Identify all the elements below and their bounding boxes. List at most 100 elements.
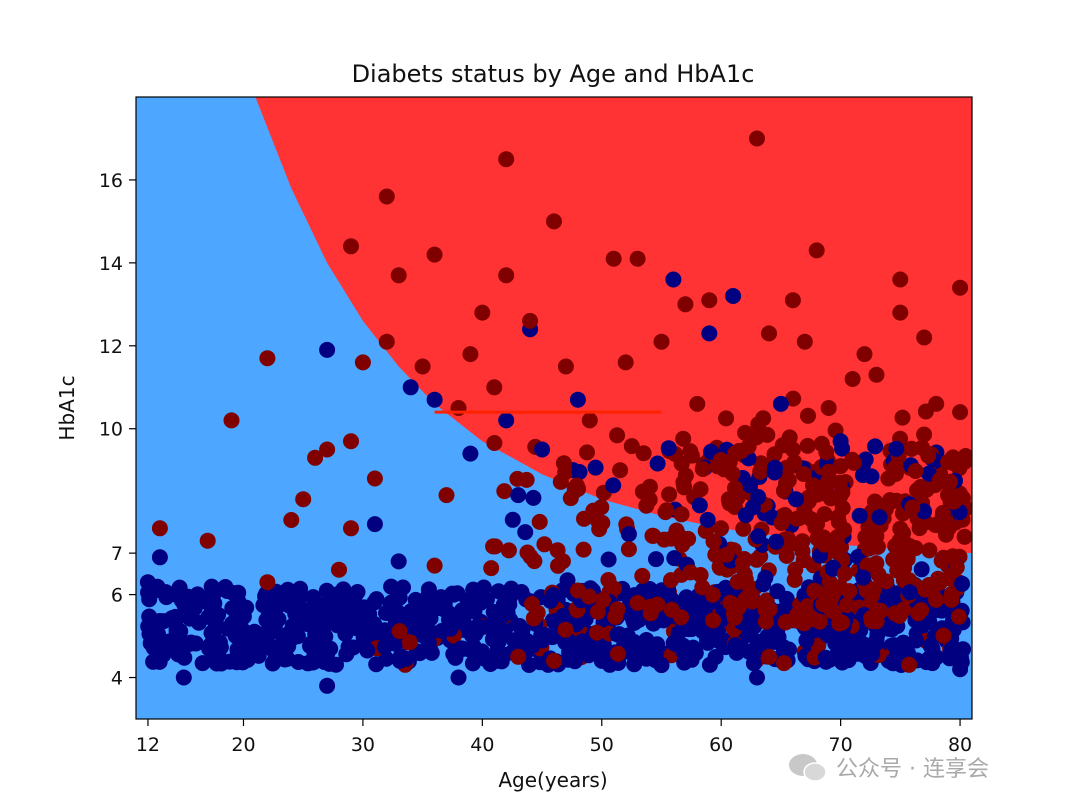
cluster-point xyxy=(855,569,872,586)
cluster-point xyxy=(513,584,530,600)
cluster-point xyxy=(142,635,159,652)
cluster-point xyxy=(713,520,729,537)
watermark-text: 公众号 · 连享会 xyxy=(836,757,989,782)
cluster-point xyxy=(447,648,464,665)
cluster-point xyxy=(575,541,592,558)
cluster-point xyxy=(368,591,385,608)
cluster-point xyxy=(464,655,481,672)
cluster-point xyxy=(194,655,211,672)
cluster-point xyxy=(673,506,690,523)
cluster-point xyxy=(913,602,930,619)
cluster-point xyxy=(870,566,887,583)
cluster-point xyxy=(841,583,858,600)
data-point xyxy=(426,246,443,263)
data-point xyxy=(510,648,527,665)
data-point xyxy=(151,549,168,566)
cluster-point xyxy=(699,632,715,649)
data-point xyxy=(904,499,921,516)
cluster-point xyxy=(440,604,457,621)
cluster-point xyxy=(907,463,924,479)
y-tick-label: 10 xyxy=(99,419,123,441)
cluster-point xyxy=(518,632,535,649)
data-point xyxy=(426,391,443,408)
cluster-point xyxy=(290,589,307,606)
cluster-point xyxy=(315,621,331,638)
cluster-point xyxy=(942,473,959,490)
x-tick-label: 40 xyxy=(470,734,494,756)
cluster-point xyxy=(901,656,918,673)
data-point xyxy=(653,333,670,350)
cluster-point xyxy=(767,459,783,476)
data-point xyxy=(796,333,813,350)
cluster-point xyxy=(886,637,903,654)
cluster-point xyxy=(609,427,626,444)
data-point xyxy=(331,561,347,578)
cluster-point xyxy=(705,612,721,629)
data-point xyxy=(295,491,312,508)
cluster-point xyxy=(726,609,743,626)
cluster-point xyxy=(542,592,559,609)
cluster-point xyxy=(661,486,678,503)
data-point xyxy=(223,412,240,429)
cluster-point xyxy=(798,632,815,649)
cluster-point xyxy=(845,454,862,471)
cluster-point xyxy=(860,518,877,535)
cluster-point xyxy=(623,438,640,455)
data-point xyxy=(175,669,192,686)
cluster-point xyxy=(935,627,952,644)
cluster-point xyxy=(588,624,605,641)
data-point xyxy=(402,379,419,396)
data-point xyxy=(354,354,371,371)
data-point xyxy=(940,453,957,470)
data-point xyxy=(498,412,515,429)
plot-area xyxy=(136,97,972,719)
cluster-point xyxy=(831,474,848,491)
cluster-point xyxy=(769,583,786,600)
data-point xyxy=(701,325,718,342)
cluster-point xyxy=(867,438,884,455)
data-point xyxy=(474,304,491,321)
cluster-point xyxy=(755,410,772,427)
cluster-point xyxy=(795,466,812,482)
cluster-point xyxy=(555,607,572,624)
cluster-point xyxy=(600,551,617,568)
cluster-point xyxy=(690,610,707,627)
cluster-point xyxy=(305,589,322,606)
cluster-point xyxy=(361,625,377,642)
cluster-point xyxy=(637,483,654,500)
cluster-point xyxy=(920,447,937,464)
cluster-point xyxy=(549,542,566,559)
cluster-point xyxy=(645,527,662,544)
cluster-point xyxy=(837,631,854,648)
data-point xyxy=(856,346,873,363)
data-point xyxy=(677,296,694,313)
cluster-point xyxy=(836,565,853,582)
data-point xyxy=(498,151,515,168)
data-point xyxy=(438,487,455,504)
data-point xyxy=(701,292,718,309)
data-point xyxy=(892,271,909,288)
cluster-point xyxy=(799,437,816,454)
cluster-point xyxy=(318,582,335,599)
cluster-point xyxy=(376,638,393,655)
cluster-point xyxy=(705,533,722,550)
cluster-point xyxy=(201,640,218,657)
data-point xyxy=(319,677,336,694)
data-point xyxy=(450,669,467,686)
cluster-point xyxy=(692,481,709,498)
cluster-point xyxy=(677,591,694,608)
cluster-point xyxy=(340,639,357,655)
data-point xyxy=(820,400,837,416)
cluster-point xyxy=(777,475,794,492)
data-point xyxy=(784,441,801,458)
cluster-point xyxy=(737,591,754,608)
y-axis-label: HbA1c xyxy=(55,375,79,440)
cluster-point xyxy=(682,564,699,581)
cluster-point xyxy=(167,608,184,625)
data-point xyxy=(366,516,383,533)
cluster-point xyxy=(718,410,735,427)
data-point xyxy=(737,424,754,441)
cluster-point xyxy=(620,526,637,543)
cluster-point xyxy=(913,561,930,578)
cluster-point xyxy=(816,506,833,523)
